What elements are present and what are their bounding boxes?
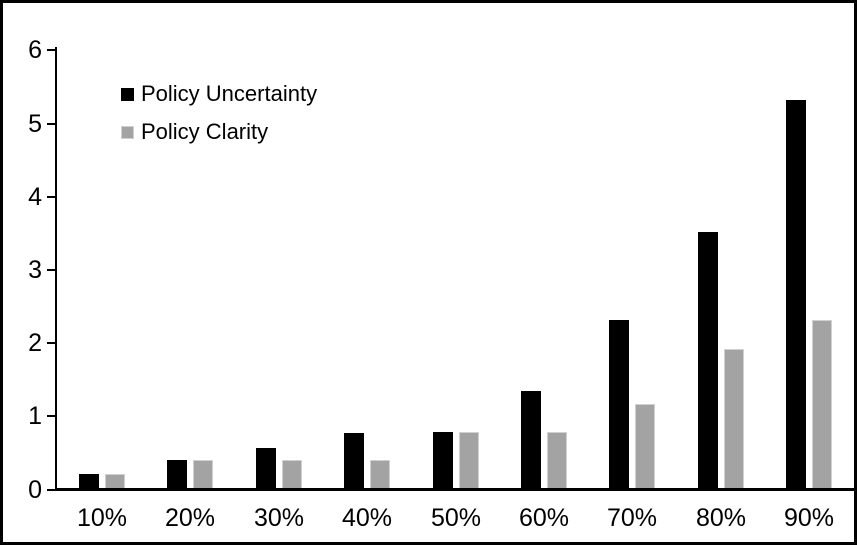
- x-tick-label-80%: 80%: [695, 504, 747, 532]
- x-tick-label-30%: 30%: [253, 504, 305, 532]
- bar-policy-uncertainty-60%: [521, 391, 541, 488]
- bar-policy-uncertainty-50%: [433, 432, 453, 488]
- y-tick-4: [47, 195, 55, 198]
- bar-policy-clarity-10%: [105, 474, 125, 488]
- bar-policy-uncertainty-40%: [344, 433, 364, 488]
- y-tick-0: [47, 488, 55, 491]
- bar-policy-clarity-40%: [370, 460, 390, 488]
- y-tick-2: [47, 342, 55, 345]
- x-axis-line: [55, 488, 854, 491]
- y-tick-1: [47, 415, 55, 418]
- x-tick-label-50%: 50%: [430, 504, 482, 532]
- y-axis-line: [55, 47, 57, 491]
- bar-policy-clarity-50%: [459, 432, 479, 488]
- legend-item-policy-uncertainty: Policy Uncertainty: [121, 80, 317, 108]
- legend-swatch-policy-uncertainty: [121, 87, 134, 101]
- legend-swatch-policy-clarity: [121, 125, 134, 139]
- legend-label-policy-uncertainty: Policy Uncertainty: [141, 81, 318, 106]
- bar-policy-uncertainty-80%: [698, 232, 718, 488]
- x-tick-label-40%: 40%: [341, 504, 393, 532]
- y-tick-label-4: 4: [28, 182, 42, 211]
- bar-policy-uncertainty-90%: [786, 100, 806, 488]
- x-tick-label-60%: 60%: [518, 504, 570, 532]
- y-tick-label-5: 5: [28, 109, 42, 138]
- x-tick-label-20%: 20%: [164, 504, 216, 532]
- x-tick-label-70%: 70%: [606, 504, 658, 532]
- bar-policy-clarity-90%: [812, 320, 832, 488]
- y-tick-label-6: 6: [28, 36, 42, 65]
- bar-policy-clarity-20%: [193, 460, 213, 488]
- bar-policy-uncertainty-70%: [609, 320, 629, 488]
- y-tick-3: [47, 268, 55, 271]
- bar-policy-uncertainty-20%: [167, 460, 187, 488]
- x-tick-label-10%: 10%: [76, 504, 128, 532]
- bar-policy-clarity-80%: [724, 349, 744, 488]
- legend-label-policy-clarity: Policy Clarity: [141, 119, 269, 144]
- y-tick-6: [47, 49, 55, 52]
- bar-policy-uncertainty-10%: [79, 474, 99, 488]
- bar-policy-clarity-60%: [547, 432, 567, 488]
- legend: Policy Uncertainty Policy Clarity: [121, 80, 317, 156]
- bar-policy-clarity-70%: [635, 404, 655, 488]
- y-tick-label-0: 0: [28, 475, 42, 504]
- x-tick-label-90%: 90%: [783, 504, 835, 532]
- bar-policy-clarity-30%: [282, 460, 302, 488]
- y-tick-label-3: 3: [28, 255, 42, 284]
- bar-policy-uncertainty-30%: [256, 448, 276, 488]
- y-tick-5: [47, 122, 55, 125]
- y-tick-label-2: 2: [28, 329, 42, 358]
- legend-item-policy-clarity: Policy Clarity: [121, 118, 317, 146]
- y-tick-label-1: 1: [28, 402, 42, 431]
